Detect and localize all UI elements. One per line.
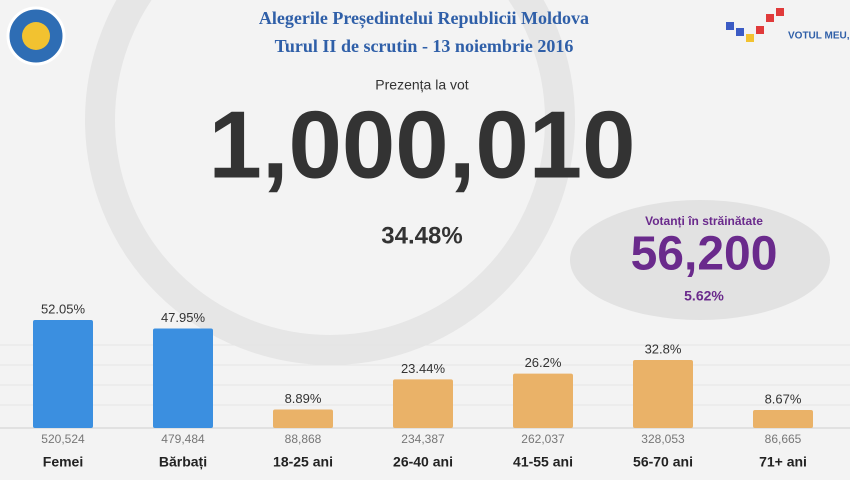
category-label: Femei xyxy=(43,454,83,470)
logo-square xyxy=(756,26,764,34)
bar xyxy=(633,359,693,428)
abroad-percent: 5.62% xyxy=(684,288,724,304)
bar xyxy=(753,410,813,428)
logo-square xyxy=(766,14,774,22)
value-label: 23.44% xyxy=(401,361,446,376)
count-label: 520,524 xyxy=(41,432,85,446)
turnout-count: 1,000,010 xyxy=(208,91,635,198)
bar xyxy=(33,319,93,428)
bar xyxy=(393,379,453,428)
category-label: 56-70 ani xyxy=(633,454,693,470)
bar xyxy=(513,373,573,428)
value-label: 26.2% xyxy=(525,355,562,370)
value-label: 32.8% xyxy=(645,341,682,356)
logo-square xyxy=(736,28,744,36)
subtitle: Turul II de scrutin - 13 noiembrie 2016 xyxy=(275,36,574,56)
logo-square xyxy=(776,8,784,16)
turnout-label: Prezența la vot xyxy=(375,77,468,93)
bar xyxy=(273,409,333,428)
logo-text: VOTUL MEU, VOCEA MEA! xyxy=(788,31,850,42)
value-label: 8.67% xyxy=(765,391,802,406)
logo-square xyxy=(726,22,734,30)
count-label: 86,665 xyxy=(765,432,802,446)
count-label: 328,053 xyxy=(641,432,685,446)
logo-square xyxy=(746,34,754,42)
count-label: 88,868 xyxy=(285,432,322,446)
value-label: 8.89% xyxy=(285,391,322,406)
count-label: 479,484 xyxy=(161,432,205,446)
category-label: 18-25 ani xyxy=(273,454,333,470)
count-label: 262,037 xyxy=(521,432,565,446)
category-label: Bărbați xyxy=(159,454,207,470)
category-label: 41-55 ani xyxy=(513,454,573,470)
value-label: 47.95% xyxy=(161,310,206,325)
value-label: 52.05% xyxy=(41,301,86,316)
abroad-count: 56,200 xyxy=(631,228,778,281)
cec-logo-center xyxy=(22,22,50,50)
abroad-label: Votanți în străinătate xyxy=(645,214,763,228)
category-label: 71+ ani xyxy=(759,454,807,470)
turnout-percent: 34.48% xyxy=(381,222,462,249)
count-label: 234,387 xyxy=(401,432,445,446)
title: Alegerile Președintelui Republicii Moldo… xyxy=(259,8,589,29)
seal-watermark xyxy=(85,0,575,365)
category-label: 26-40 ani xyxy=(393,454,453,470)
world-map xyxy=(570,200,830,320)
bar xyxy=(153,328,213,428)
logo-squares xyxy=(726,8,784,42)
